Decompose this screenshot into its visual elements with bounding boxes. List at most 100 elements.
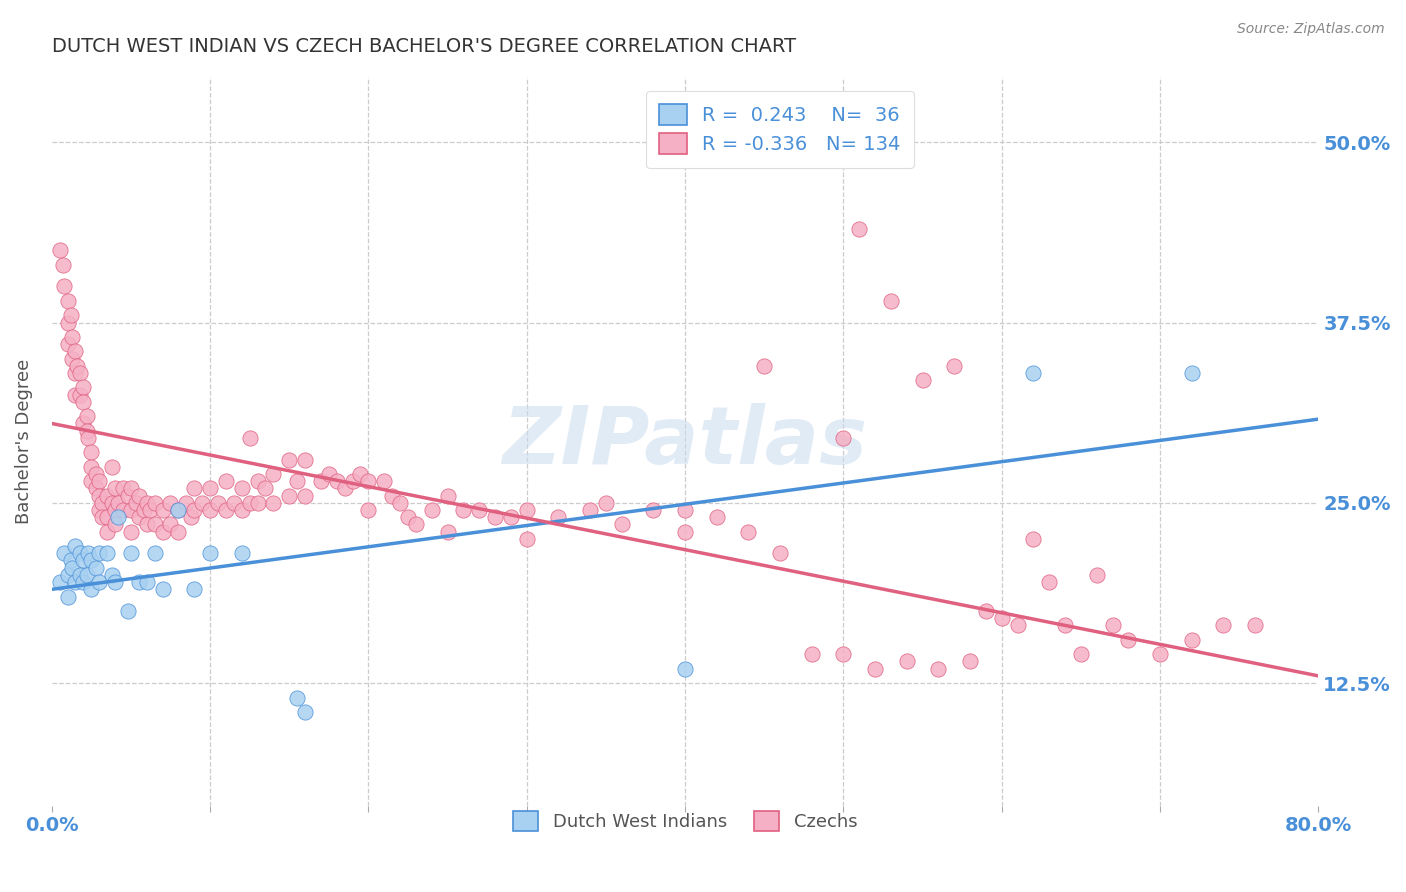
Point: [246, 474, 269, 488]
Point: [69, 546, 91, 560]
Point: [499, 510, 522, 524]
Point: [389, 496, 412, 510]
Point: [96, 489, 118, 503]
Point: [53, 546, 76, 560]
Point: [342, 474, 364, 488]
Point: [468, 503, 491, 517]
Point: [1212, 618, 1234, 632]
Point: [128, 575, 150, 590]
Point: [111, 482, 134, 496]
Point: [76, 568, 98, 582]
Point: [91, 496, 114, 510]
Point: [1101, 618, 1123, 632]
Point: [911, 373, 934, 387]
Point: [101, 459, 124, 474]
Point: [191, 496, 214, 510]
Point: [484, 510, 506, 524]
Point: [357, 474, 380, 488]
Point: [1054, 618, 1077, 632]
Point: [222, 496, 245, 510]
Point: [120, 503, 142, 517]
Point: [832, 647, 855, 661]
Point: [974, 604, 997, 618]
Point: [294, 705, 316, 719]
Point: [139, 503, 162, 517]
Point: [56, 337, 79, 351]
Legend: Dutch West Indians, Czechs: Dutch West Indians, Czechs: [501, 799, 870, 844]
Point: [180, 510, 202, 524]
Text: ZIPatlas: ZIPatlas: [502, 402, 868, 481]
Point: [69, 568, 91, 582]
Point: [101, 496, 124, 510]
Point: [80, 553, 103, 567]
Point: [89, 575, 111, 590]
Point: [124, 496, 146, 510]
Point: [436, 524, 458, 539]
Point: [60, 560, 83, 574]
Point: [183, 582, 205, 597]
Point: [104, 503, 127, 517]
Point: [959, 655, 981, 669]
Point: [207, 496, 229, 510]
Point: [76, 424, 98, 438]
Point: [880, 293, 903, 308]
Point: [1118, 632, 1140, 647]
Point: [65, 539, 87, 553]
Point: [159, 496, 181, 510]
Point: [72, 575, 94, 590]
Point: [848, 221, 870, 235]
Point: [1007, 618, 1029, 632]
Point: [673, 662, 696, 676]
Point: [176, 496, 198, 510]
Point: [1149, 647, 1171, 661]
Text: DUTCH WEST INDIAN VS CZECH BACHELOR'S DEGREE CORRELATION CHART: DUTCH WEST INDIAN VS CZECH BACHELOR'S DE…: [52, 37, 796, 56]
Point: [69, 366, 91, 380]
Point: [183, 482, 205, 496]
Point: [56, 590, 79, 604]
Point: [1022, 532, 1045, 546]
Y-axis label: Bachelor's Degree: Bachelor's Degree: [15, 359, 32, 524]
Point: [285, 690, 308, 705]
Point: [231, 482, 253, 496]
Point: [96, 546, 118, 560]
Point: [278, 489, 301, 503]
Point: [396, 510, 419, 524]
Point: [72, 417, 94, 431]
Point: [326, 474, 349, 488]
Point: [135, 496, 157, 510]
Point: [48, 575, 70, 590]
Point: [104, 575, 127, 590]
Point: [239, 496, 262, 510]
Point: [198, 503, 221, 517]
Point: [239, 431, 262, 445]
Point: [349, 467, 371, 481]
Point: [53, 279, 76, 293]
Point: [65, 366, 87, 380]
Point: [231, 503, 253, 517]
Point: [832, 431, 855, 445]
Point: [128, 489, 150, 503]
Point: [595, 496, 617, 510]
Point: [128, 510, 150, 524]
Point: [198, 546, 221, 560]
Point: [1085, 568, 1108, 582]
Point: [1022, 366, 1045, 380]
Point: [405, 517, 427, 532]
Point: [132, 503, 155, 517]
Point: [159, 517, 181, 532]
Point: [117, 604, 139, 618]
Point: [863, 662, 886, 676]
Point: [643, 503, 665, 517]
Point: [516, 503, 538, 517]
Point: [737, 524, 759, 539]
Point: [262, 496, 284, 510]
Point: [65, 387, 87, 401]
Point: [152, 524, 174, 539]
Point: [96, 510, 118, 524]
Point: [56, 293, 79, 308]
Point: [294, 452, 316, 467]
Point: [72, 394, 94, 409]
Point: [60, 351, 83, 366]
Point: [754, 359, 776, 373]
Point: [254, 482, 277, 496]
